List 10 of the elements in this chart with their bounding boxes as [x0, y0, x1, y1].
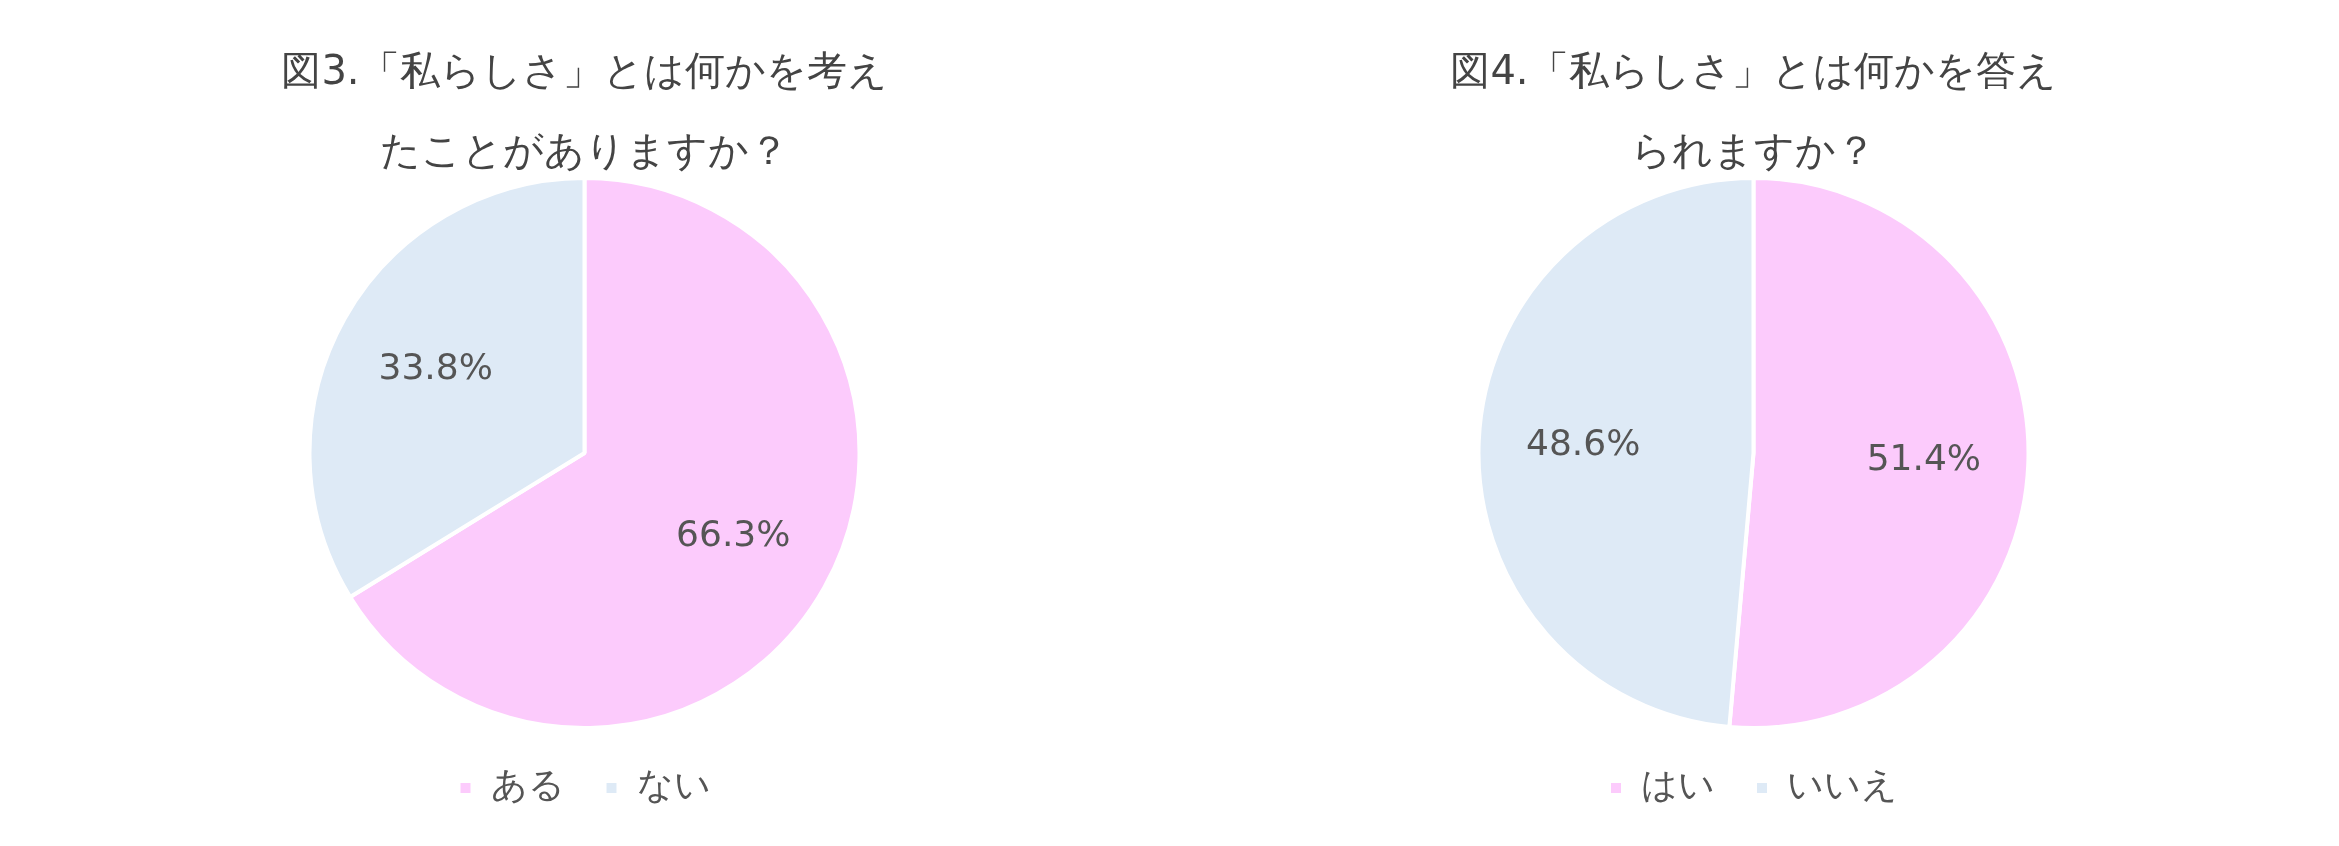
legend-label: いいえ [1787, 764, 1898, 806]
legend-label: ある [490, 764, 565, 806]
chart-title: 図3.「私らしさ」とは何かを考えたことがありますか？ [280, 46, 889, 175]
legend-label: ない [636, 764, 711, 806]
chart-title: 図4.「私らしさ」とは何かを答えられますか？ [1449, 46, 2058, 175]
legend-label: はい [1641, 764, 1715, 806]
data-label: 51.4% [1866, 436, 1982, 478]
data-label: 33.8% [378, 346, 493, 388]
data-label: 66.3% [676, 512, 791, 554]
data-label: 48.6% [1525, 421, 1641, 463]
